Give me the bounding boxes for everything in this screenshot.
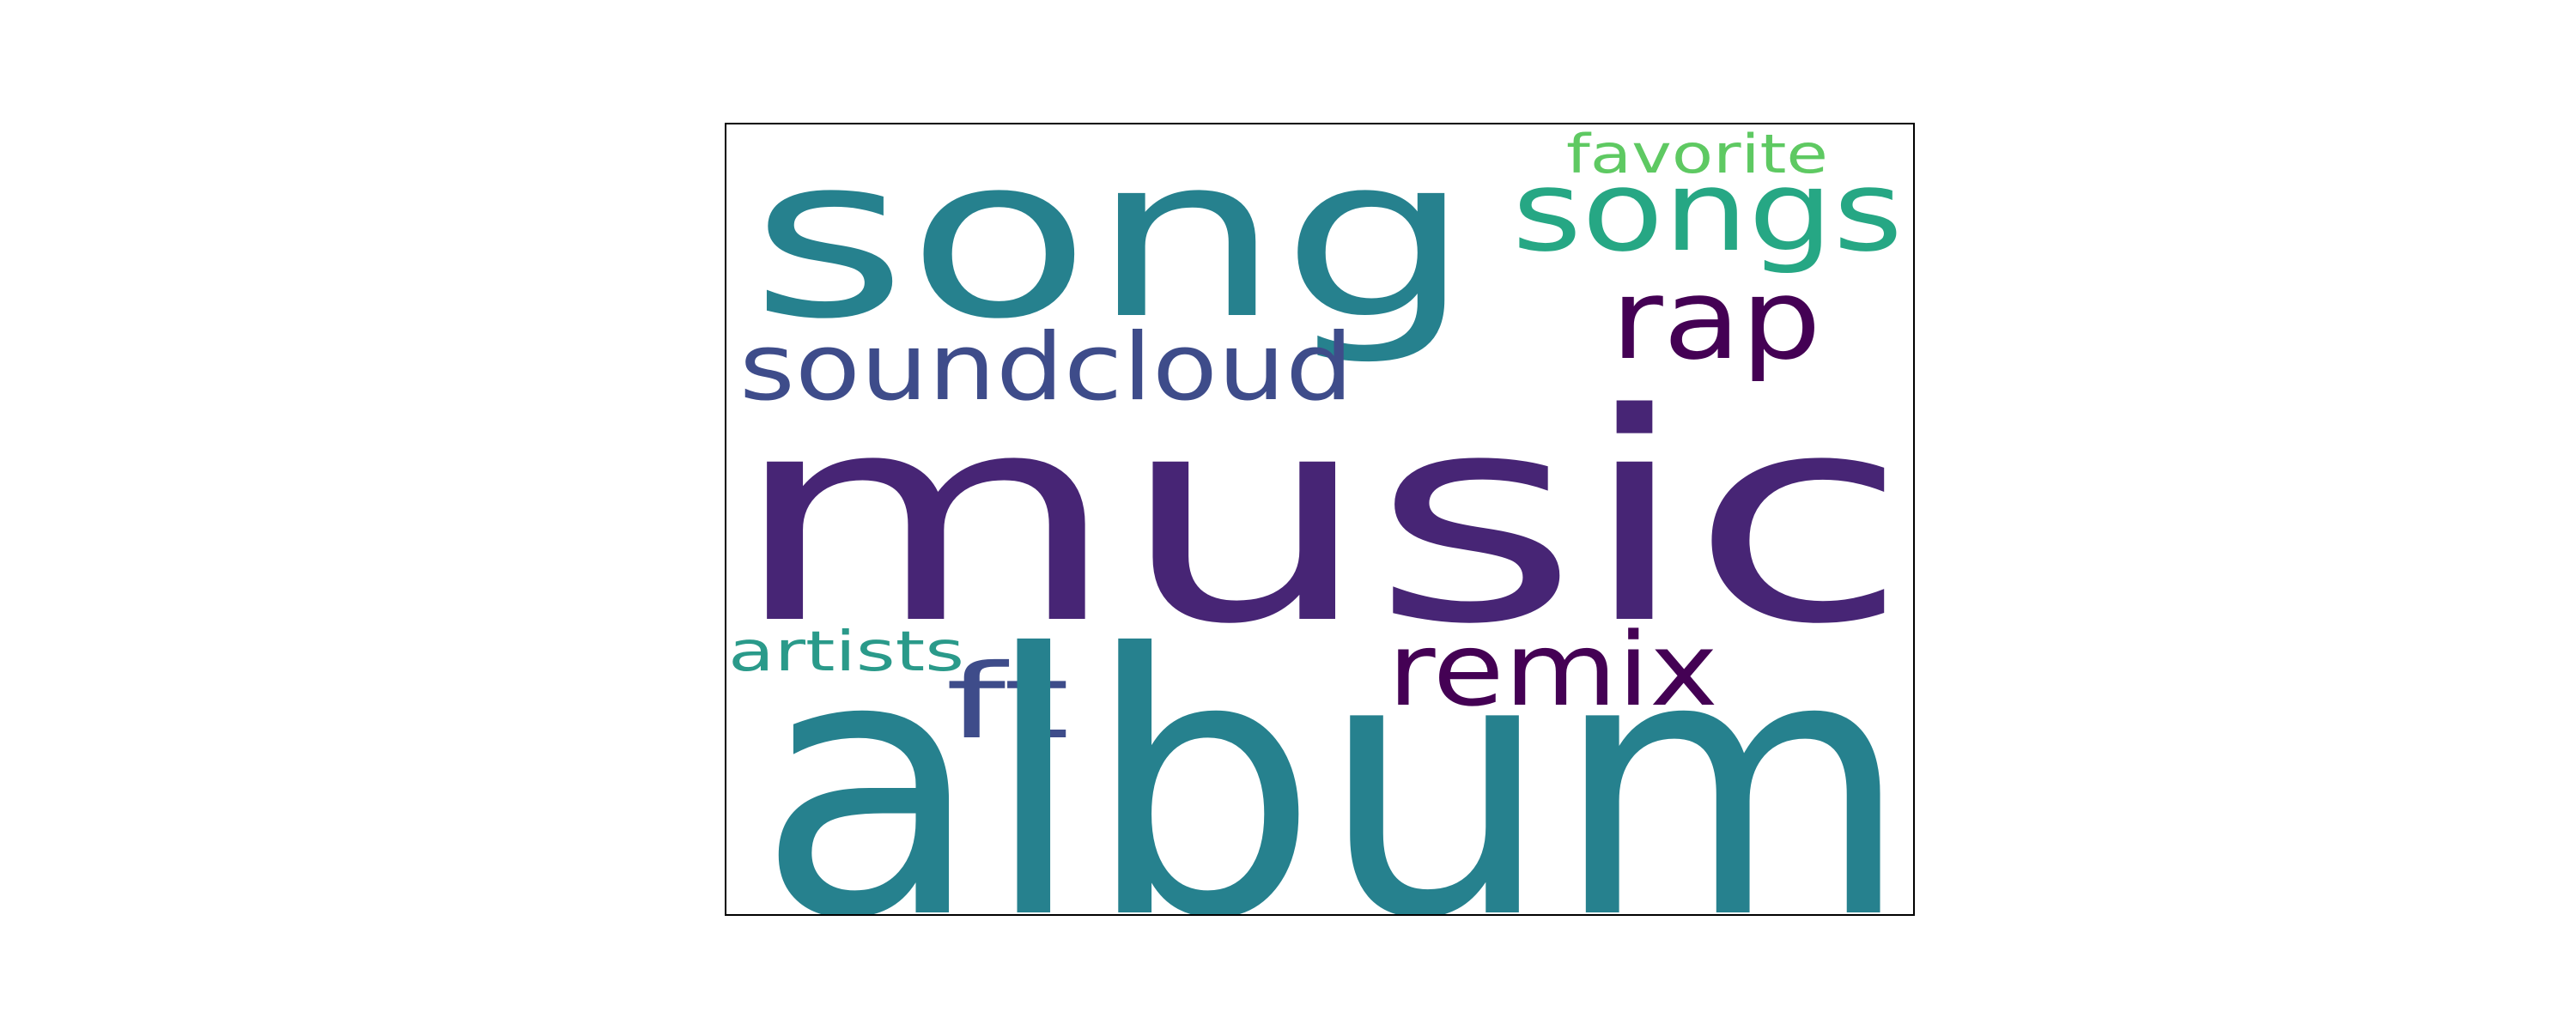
word-cloud-frame: song songs favorite soundcloud rap music… bbox=[725, 123, 1915, 916]
word-songs: songs bbox=[1512, 146, 1903, 276]
word-favorite: favorite bbox=[1566, 124, 1828, 185]
word-music: music bbox=[731, 353, 1909, 688]
word-album: album bbox=[756, 579, 1911, 916]
word-soundcloud: soundcloud bbox=[739, 314, 1353, 421]
word-cloud: song songs favorite soundcloud rap music… bbox=[728, 124, 1911, 916]
word-ft: ft bbox=[945, 643, 1070, 762]
word-song: song bbox=[750, 124, 1472, 368]
word-remix: remix bbox=[1388, 610, 1718, 729]
word-artists: artists bbox=[728, 621, 964, 684]
word-rap: rap bbox=[1611, 254, 1821, 385]
